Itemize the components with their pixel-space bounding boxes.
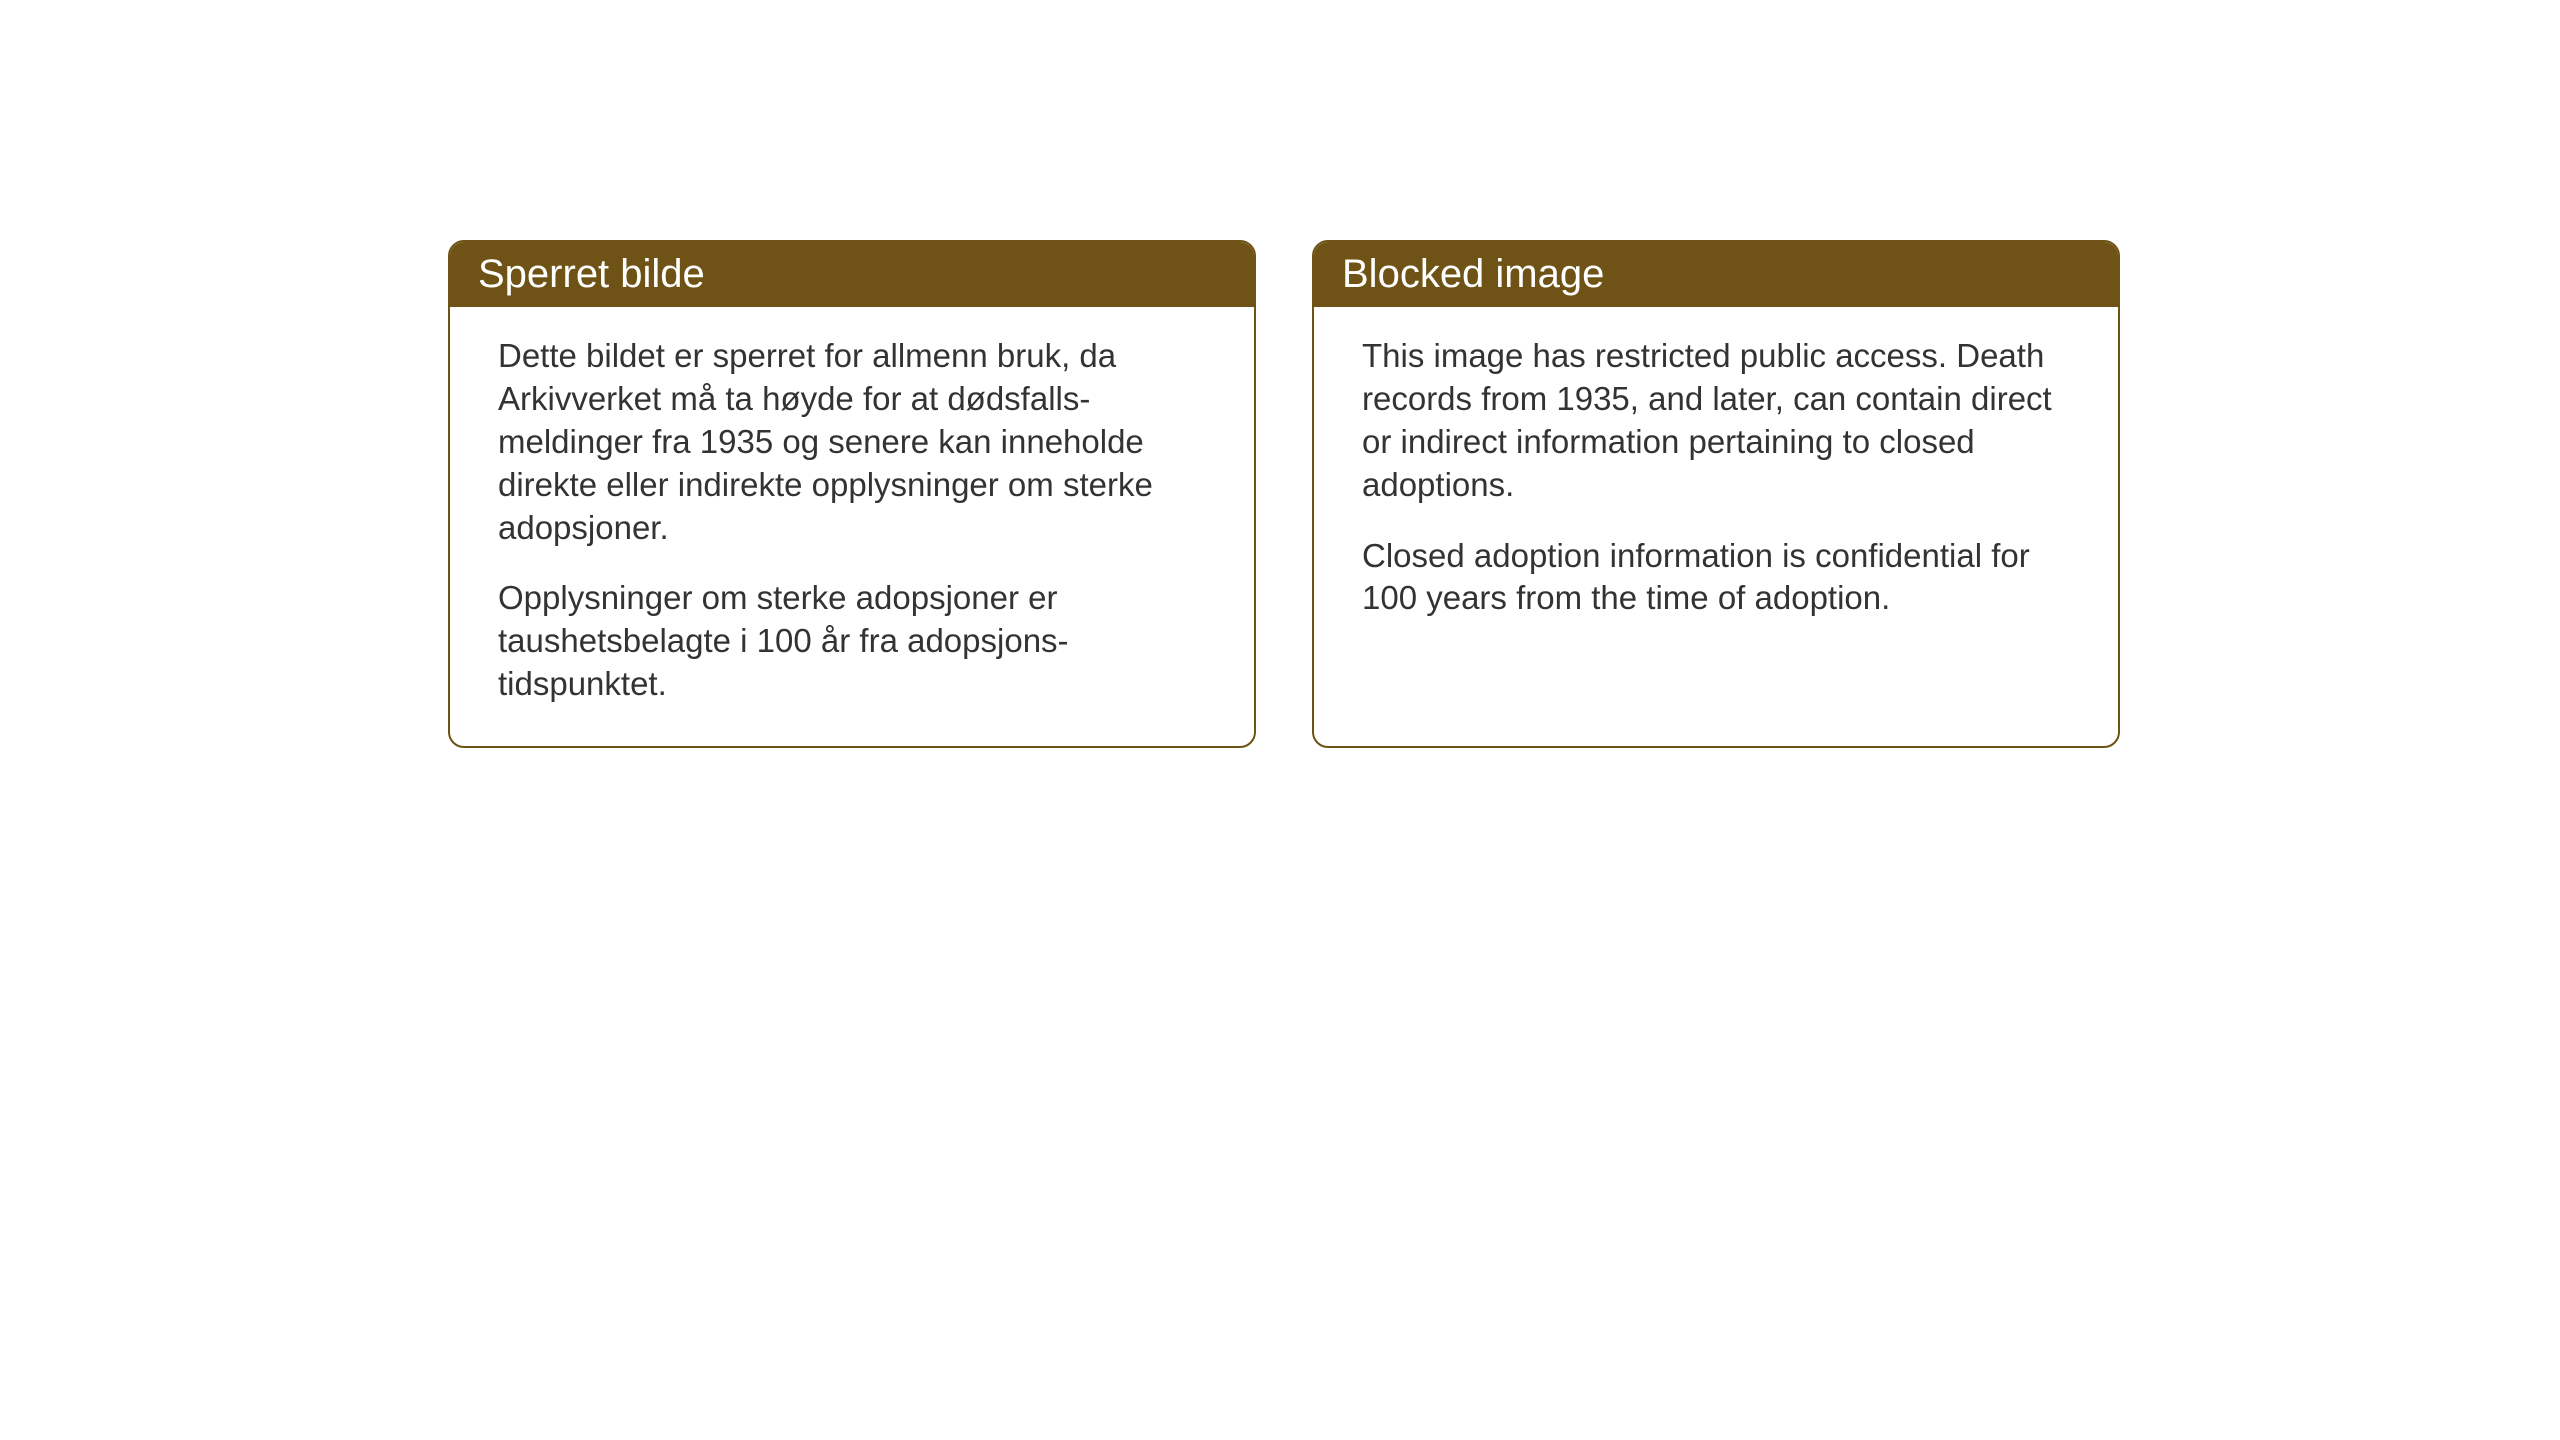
norwegian-card-body: Dette bildet er sperret for allmenn bruk…: [450, 307, 1254, 746]
english-card-title: Blocked image: [1314, 242, 2118, 307]
norwegian-notice-card: Sperret bilde Dette bildet er sperret fo…: [448, 240, 1256, 748]
notice-cards-container: Sperret bilde Dette bildet er sperret fo…: [448, 240, 2120, 748]
norwegian-card-title: Sperret bilde: [450, 242, 1254, 307]
english-notice-card: Blocked image This image has restricted …: [1312, 240, 2120, 748]
norwegian-paragraph-1: Dette bildet er sperret for allmenn bruk…: [498, 335, 1206, 549]
english-card-body: This image has restricted public access.…: [1314, 307, 2118, 707]
english-paragraph-1: This image has restricted public access.…: [1362, 335, 2070, 507]
english-paragraph-2: Closed adoption information is confident…: [1362, 535, 2070, 621]
norwegian-paragraph-2: Opplysninger om sterke adopsjoner er tau…: [498, 577, 1206, 706]
